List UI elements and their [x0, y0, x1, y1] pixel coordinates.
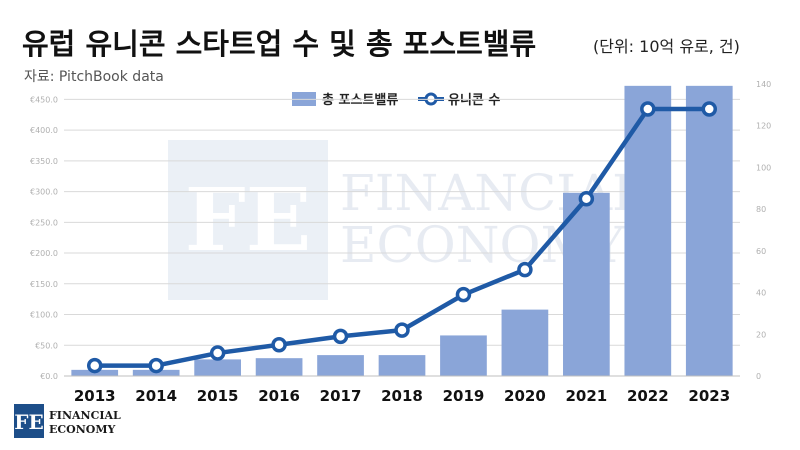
right-tick-label: 140: [756, 80, 771, 89]
bar: [563, 192, 610, 376]
x-tick-label: 2016: [258, 387, 300, 405]
x-tick-label: 2020: [504, 387, 546, 405]
left-tick-label: €300.0: [30, 188, 58, 197]
line-point: [701, 101, 718, 117]
right-tick-label: 80: [756, 205, 766, 214]
left-axis: €0.0 €50.0 €100.0 €150.0 €200.0 €250.0 €300.0 €…: [30, 95, 58, 381]
line-point: [455, 286, 472, 303]
x-tick-label: 2018: [381, 387, 423, 405]
brand-logo-mark: FE: [14, 410, 43, 434]
bar: [194, 359, 241, 376]
x-tick-label: 2013: [74, 387, 116, 405]
brand-name-line2: ECONOMY: [49, 423, 116, 436]
left-tick-label: €450.0: [30, 95, 58, 104]
line-point: [394, 322, 410, 338]
brand-logo-box: [14, 404, 44, 438]
line-point: [271, 336, 287, 353]
left-tick-label: €50.0: [35, 341, 58, 350]
watermark-logo-mark: FE: [185, 170, 312, 271]
line-point: [86, 357, 103, 374]
x-axis: 2013 2014 2015 2016 2017 2018 2019 2020 2021 2022…: [64, 375, 740, 405]
right-tick-label: 100: [756, 163, 771, 172]
x-tick-label: 2017: [320, 387, 362, 405]
x-tick-label: 2022: [627, 387, 669, 405]
bar: [255, 358, 303, 376]
right-tick-label: 40: [756, 289, 766, 298]
source-note: 자료: PitchBook data: [24, 69, 164, 85]
left-tick-label: €250.0: [30, 218, 58, 227]
left-tick-label: €100.0: [30, 311, 58, 320]
line-point: [148, 357, 164, 374]
line-point: [640, 101, 656, 117]
legend-line-label: 유니콘 수: [448, 93, 500, 108]
line-point: [332, 328, 349, 345]
right-tick-label: 60: [756, 247, 766, 256]
legend: 총 포스트밸류 유니콘 수: [292, 92, 500, 108]
x-tick-label: 2014: [135, 387, 177, 405]
left-tick-label: €400.0: [30, 126, 58, 135]
left-tick-label: €0.0: [40, 372, 58, 381]
line-point: [517, 261, 533, 278]
watermark-logo-box: [168, 140, 328, 300]
left-tick-label: €200.0: [30, 249, 58, 258]
x-tick-label: 2021: [565, 387, 607, 405]
x-tick-label: 2023: [688, 387, 730, 405]
right-tick-label: 120: [756, 122, 771, 131]
left-tick-label: €150.0: [30, 280, 58, 289]
bar: [685, 85, 733, 376]
bar: [440, 335, 487, 376]
left-tick-label: €350.0: [30, 157, 58, 166]
line-point: [578, 190, 595, 207]
brand-name-line1: FINANCIAL: [49, 409, 121, 422]
brand-logo: FE FINANCIAL ECONOMY: [14, 404, 121, 438]
right-axis: 0 20 40 60 80 100 120 140: [756, 80, 771, 381]
bar: [501, 309, 549, 376]
right-tick-label: 20: [756, 330, 766, 339]
bar: [378, 355, 426, 376]
legend-bar-label: 총 포스트밸류: [322, 92, 398, 108]
unit-note: (단위: 10억 유로, 건): [593, 37, 740, 56]
x-tick-label: 2015: [197, 387, 239, 405]
line-series: [86, 101, 718, 374]
right-tick-label: 0: [756, 372, 761, 381]
bar-series: [71, 85, 733, 376]
line-point: [209, 345, 226, 361]
x-tick-label: 2019: [443, 387, 485, 405]
bar: [317, 355, 364, 376]
chart-title: 유럽 유니콘 스타트업 수 및 총 포스트밸류: [22, 27, 536, 61]
